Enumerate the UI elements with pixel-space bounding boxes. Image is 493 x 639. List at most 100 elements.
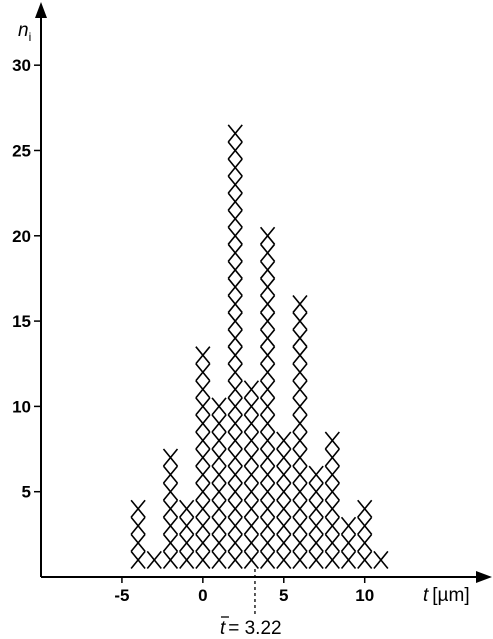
cross-mark (259, 346, 276, 365)
cross-mark (276, 465, 292, 484)
cross-mark (357, 550, 373, 569)
cross-mark (211, 448, 227, 467)
cross-mark (324, 465, 340, 484)
cross-mark (162, 550, 179, 569)
cross-mark (276, 499, 292, 518)
cross-mark (324, 431, 340, 450)
cross-mark (276, 482, 292, 501)
cross-mark (308, 550, 324, 569)
cross-mark (259, 516, 276, 535)
cross-mark (179, 499, 195, 518)
cross-mark (308, 533, 324, 552)
cross-mark (227, 175, 243, 194)
cross-mark (292, 482, 308, 501)
cross-mark (211, 550, 227, 569)
cross-mark (195, 431, 211, 450)
cross-mark (259, 499, 276, 518)
cross-mark (259, 260, 276, 279)
cross-mark (227, 482, 243, 501)
cross-mark (227, 243, 243, 262)
y-tick-label: 25 (12, 141, 31, 160)
cross-mark (227, 346, 243, 365)
cross-mark (195, 533, 211, 552)
cross-mark (243, 533, 260, 552)
cross-mark (243, 499, 260, 518)
cross-mark (227, 277, 243, 297)
cross-mark (227, 465, 243, 484)
cross-mark (227, 533, 243, 552)
cross-mark (292, 380, 308, 399)
cross-mark (292, 329, 308, 348)
cross-mark (308, 516, 324, 535)
cross-mark (357, 533, 373, 552)
cross-mark (130, 499, 146, 518)
y-tick-label: 5 (22, 483, 31, 502)
cross-mark (211, 465, 227, 484)
cross-mark (227, 363, 243, 382)
y-axis-arrow (35, 2, 47, 18)
cross-mark (340, 516, 357, 535)
cross-mark (146, 550, 162, 569)
cross-mark (243, 550, 260, 569)
cross-mark (195, 550, 211, 569)
cross-mark (243, 516, 260, 535)
cross-mark (227, 380, 243, 399)
cross-mark (243, 380, 260, 399)
cross-mark (227, 414, 243, 433)
cross-mark (259, 380, 276, 399)
cross-mark (324, 482, 340, 501)
x-tick-label: 0 (198, 586, 207, 605)
cross-mark (195, 465, 211, 484)
cross-mark (292, 448, 308, 467)
cross-mark (357, 499, 373, 518)
cross-mark (211, 533, 227, 552)
cross-mark (259, 329, 276, 348)
cross-mark (195, 363, 211, 382)
cross-mark (276, 448, 292, 467)
cross-mark (259, 431, 276, 450)
x-axis-label: t [µm] (423, 585, 470, 606)
cross-mark (292, 397, 308, 416)
cross-mark (211, 516, 227, 535)
cross-mark (195, 380, 211, 399)
cross-mark (211, 482, 227, 501)
cross-mark (227, 158, 243, 177)
cross-mark (292, 312, 308, 331)
cross-mark (243, 397, 260, 416)
cross-mark (324, 448, 340, 467)
cross-mark (227, 294, 243, 314)
x-tick-label: 10 (355, 586, 374, 605)
cross-mark (259, 226, 276, 245)
cross-mark (162, 482, 179, 501)
mean-label: t = 3.22 (220, 618, 282, 639)
cross-mark (195, 397, 211, 416)
cross-mark (259, 550, 276, 569)
cross-mark (243, 465, 260, 484)
x-axis-arrow (476, 571, 492, 583)
cross-mark (324, 516, 340, 535)
cross-mark (308, 482, 324, 501)
cross-mark (292, 346, 308, 365)
cross-mark (292, 465, 308, 484)
cross-mark (162, 533, 179, 552)
cross-mark (308, 499, 324, 518)
cross-mark (292, 294, 308, 314)
cross-mark (276, 516, 292, 535)
cross-mark (195, 499, 211, 518)
x-tick-label: 5 (279, 586, 288, 605)
cross-mark (162, 516, 179, 535)
cross-mark (179, 550, 195, 569)
data-marks (130, 124, 389, 569)
cross-mark (130, 533, 146, 552)
cross-mark (259, 482, 276, 501)
cross-mark (292, 499, 308, 518)
cross-mark (179, 516, 195, 535)
cross-mark (357, 516, 373, 535)
cross-mark (179, 533, 195, 552)
y-tick-label: 30 (12, 56, 31, 75)
cross-mark (292, 431, 308, 450)
y-tick-label: 10 (12, 397, 31, 416)
cross-mark (243, 482, 260, 501)
cross-mark (292, 533, 308, 552)
cross-mark (227, 260, 243, 279)
